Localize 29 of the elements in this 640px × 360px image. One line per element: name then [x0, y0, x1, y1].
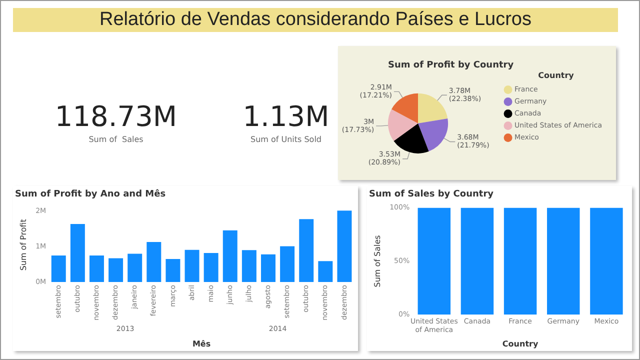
bar	[337, 210, 352, 282]
y-axis-title: Sum of Sales	[372, 235, 382, 288]
text: Sum of Sales	[88, 135, 144, 144]
chart-title: Sum of Profit by Country	[388, 60, 514, 71]
bar	[51, 255, 66, 282]
bar	[299, 219, 314, 282]
bar	[222, 230, 238, 282]
bar	[146, 242, 162, 282]
bar	[242, 250, 256, 282]
x-axis-title: Mês	[192, 339, 211, 348]
bar	[70, 224, 85, 282]
legend-title: Country	[538, 70, 575, 80]
bar	[108, 258, 124, 282]
bar	[128, 254, 142, 282]
bar	[204, 253, 218, 282]
y-axis-title: Sum of Profit	[18, 219, 28, 271]
text: 1.13M	[242, 100, 330, 133]
text: Relatório de Vendas considerando Países e Lucros	[13, 8, 618, 32]
bar	[184, 250, 200, 282]
x-axis-title: Country	[502, 339, 539, 348]
chart-title: Sum of Profit by Ano and Mês	[15, 188, 166, 200]
bar	[166, 259, 180, 282]
bar	[261, 254, 276, 282]
text: 118.73M	[54, 100, 178, 133]
bar	[280, 246, 295, 282]
bar	[89, 255, 104, 282]
chart-title: Sum of Sales by Country	[369, 190, 494, 200]
text: Sum of Units Sold	[249, 135, 322, 144]
bar	[318, 261, 333, 282]
